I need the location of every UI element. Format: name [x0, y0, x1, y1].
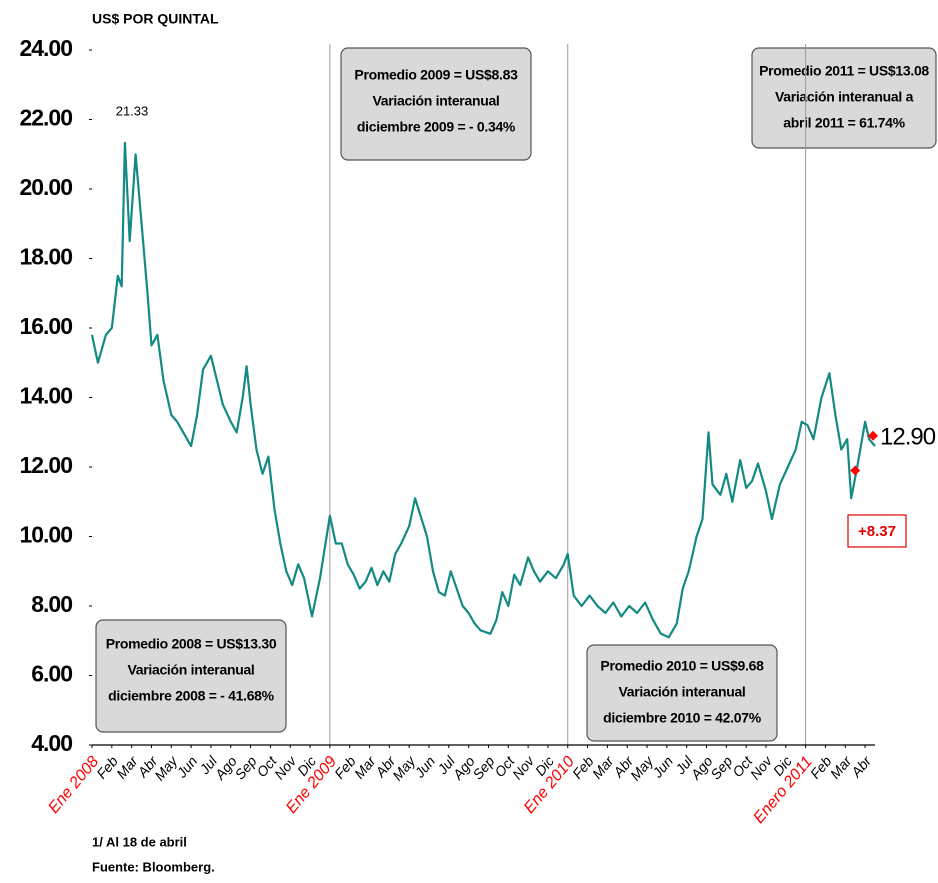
y-tick-label: 4.00	[31, 730, 72, 756]
y-tick-label: 16.00	[19, 313, 72, 339]
x-tick-label: Ene 2008	[45, 753, 102, 816]
box-bg	[586, 644, 778, 742]
y-axis-label: US$ POR QUINTAL	[92, 11, 219, 27]
box-text: Promedio 2010 = US$9.68	[600, 658, 764, 674]
box-text: Variación interanual a	[775, 89, 914, 105]
marker	[850, 465, 861, 476]
y-tick-label: 18.00	[19, 244, 72, 270]
box-text: Variación interanual	[618, 684, 745, 700]
change-label: +8.37	[858, 523, 896, 540]
y-tick-label: 20.00	[19, 174, 72, 200]
annotation-box: Promedio 2009 = US$8.83 Variación intera…	[340, 47, 532, 161]
y-tick-label: 24.00	[19, 35, 72, 61]
box-text: diciembre 2009 = - 0.34%	[357, 119, 516, 135]
box-text: Variación interanual	[127, 662, 254, 678]
annotation-box: Promedio 2011 = US$13.08 Variación inter…	[751, 47, 937, 149]
box-text: Promedio 2011 = US$13.08	[759, 63, 929, 79]
x-tick-label: Abr	[847, 752, 875, 781]
change-box	[847, 514, 907, 548]
box-bg	[340, 47, 532, 161]
y-tick-label: 22.00	[19, 105, 72, 131]
box-bg	[95, 619, 287, 733]
price-line	[90, 141, 876, 639]
box-text: abril 2011 = 61.74%	[783, 115, 905, 131]
y-tick-label: 12.00	[19, 452, 72, 478]
annotation-box: Promedio 2010 = US$9.68 Variación intera…	[586, 644, 778, 742]
y-tick-label: 6.00	[31, 661, 72, 687]
box-text: Promedio 2009 = US$8.83	[354, 67, 518, 83]
footnote: 1/ Al 18 de abril	[92, 834, 187, 849]
y-tick-label: 14.00	[19, 383, 72, 409]
footnote: Fuente: Bloomberg.	[92, 859, 215, 874]
last-value-label: 12.90	[880, 423, 936, 450]
box-text: Variación interanual	[372, 93, 499, 109]
box-text: Promedio 2008 = US$13.30	[106, 636, 277, 652]
annotation-box: Promedio 2008 = US$13.30 Variación inter…	[95, 619, 287, 733]
box-text: diciembre 2010 = 42.07%	[603, 710, 762, 726]
y-tick-label: 8.00	[31, 591, 72, 617]
box-text: diciembre 2008 = - 41.68%	[108, 688, 275, 704]
marker	[868, 430, 879, 441]
box-bg	[751, 47, 937, 149]
y-tick-label: 10.00	[19, 522, 72, 548]
peak-label: 21.33	[116, 103, 149, 118]
